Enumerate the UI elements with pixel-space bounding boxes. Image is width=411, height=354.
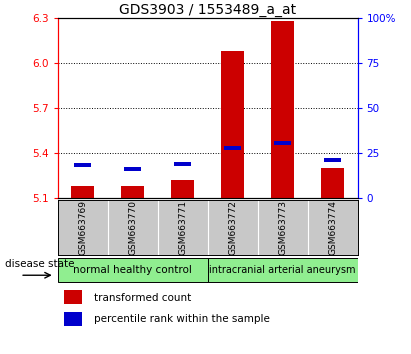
Text: intracranial arterial aneurysm: intracranial arterial aneurysm: [209, 265, 356, 275]
Bar: [64, 312, 82, 326]
Bar: [174, 162, 191, 166]
Title: GDS3903 / 1553489_a_at: GDS3903 / 1553489_a_at: [119, 3, 296, 17]
Text: GSM663773: GSM663773: [278, 200, 287, 255]
Bar: [71, 186, 94, 198]
Text: GSM663769: GSM663769: [78, 200, 87, 255]
Text: percentile rank within the sample: percentile rank within the sample: [94, 314, 270, 324]
Bar: [124, 167, 141, 171]
Bar: [224, 146, 241, 150]
Bar: [274, 141, 291, 145]
Text: disease state: disease state: [5, 259, 74, 269]
Bar: [324, 158, 341, 162]
Bar: [221, 51, 244, 198]
Text: GSM663774: GSM663774: [328, 200, 337, 255]
Bar: [171, 180, 194, 198]
Bar: [121, 186, 144, 198]
Text: normal healthy control: normal healthy control: [73, 265, 192, 275]
Text: GSM663770: GSM663770: [128, 200, 137, 255]
Bar: [271, 21, 294, 198]
Bar: [64, 290, 82, 304]
Bar: [74, 163, 91, 167]
Text: GSM663772: GSM663772: [228, 200, 237, 255]
Bar: [321, 168, 344, 198]
Text: GSM663771: GSM663771: [178, 200, 187, 255]
Bar: [58, 258, 208, 282]
Text: transformed count: transformed count: [94, 293, 191, 303]
Bar: [208, 258, 358, 282]
